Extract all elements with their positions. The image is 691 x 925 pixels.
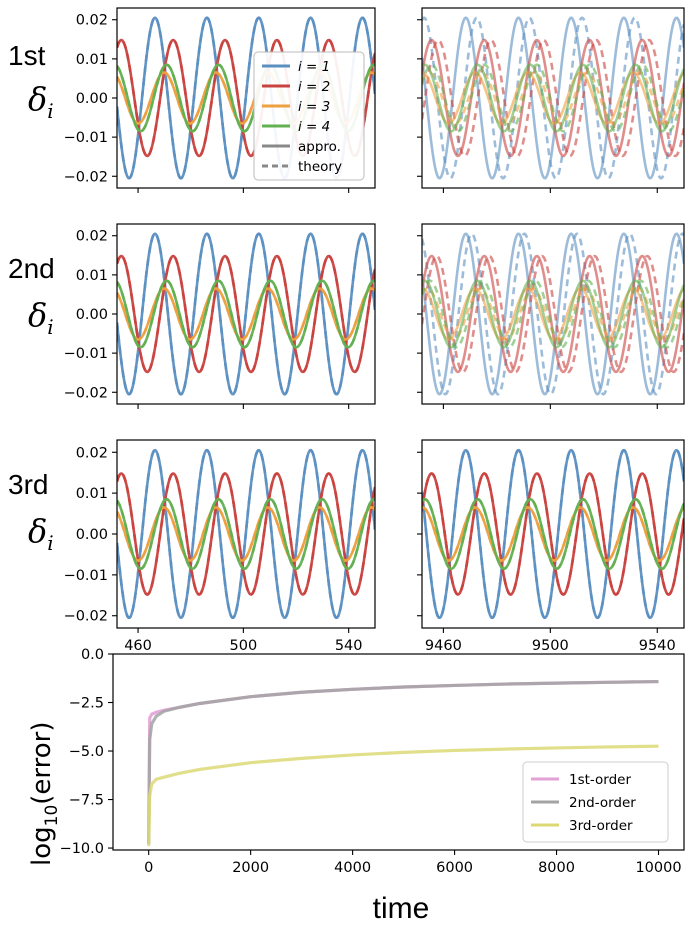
xtick-label: 9460 xyxy=(425,638,462,654)
row-label-3rd: 3rd xyxy=(8,469,48,500)
xtick-label: 500 xyxy=(230,638,258,654)
ytick-label: −0.01 xyxy=(64,346,108,362)
ytick-label: 0.02 xyxy=(76,13,108,29)
series-i-2-approx xyxy=(422,38,684,158)
panel-3rd-late: 9460 9500 9540 xyxy=(417,439,685,654)
panel-2nd-early: 0.02 0.01 0.00 −0.01 −0.02 xyxy=(64,223,376,409)
ytick-label: −0.01 xyxy=(64,130,108,146)
series-2nd-order xyxy=(147,679,659,845)
svg-text:δi: δi xyxy=(28,80,54,123)
ytick-label: −7.5 xyxy=(69,793,104,809)
legend-label-i-1: i = 1 xyxy=(298,59,330,75)
series-i-1-approx xyxy=(422,16,684,180)
delta-label-row3: δi xyxy=(28,512,54,555)
ytick-label: −10.0 xyxy=(60,841,104,857)
series-i-1-theory xyxy=(117,232,375,396)
xtick-label: 8000 xyxy=(538,860,575,876)
xlabel: time xyxy=(373,892,430,925)
delta-label-row2: δi xyxy=(28,296,54,339)
legend-label-3rd-order: 3rd-order xyxy=(569,818,633,834)
series-i-3-theory xyxy=(117,287,375,341)
panel-2nd-late xyxy=(417,223,685,409)
series-i-2-theory xyxy=(422,472,684,596)
legend-oscillation: i = 1 i = 2 i = 3 i = 4 appro. theory xyxy=(253,51,365,181)
legend-label-1st-order: 1st-order xyxy=(569,772,631,788)
xtick-label: 2000 xyxy=(232,860,269,876)
xtick-label: 540 xyxy=(335,638,363,654)
legend-error: 1st-order 2nd-order 3rd-order xyxy=(522,761,669,843)
ytick-label: 0.00 xyxy=(76,527,108,543)
svg-text:δi: δi xyxy=(28,296,54,339)
panel-error: 0.0 −2.5 −5.0 −7.5 −10.0 0 2000 4000 6000 8000 100… xyxy=(60,647,685,876)
series-i-4-theory xyxy=(422,279,684,349)
legend-label-i-4: i = 4 xyxy=(298,119,330,135)
panel-1st-late xyxy=(417,7,685,193)
series-i-3-theory xyxy=(422,506,684,562)
series-i-4-theory xyxy=(117,279,375,349)
legend-label-2nd-order: 2nd-order xyxy=(569,795,636,811)
series-i-3-approx xyxy=(422,287,684,341)
series-i-1-theory xyxy=(422,232,684,396)
ytick-label: 0.01 xyxy=(76,268,108,284)
ytick-label: 0.00 xyxy=(76,307,108,323)
svg-text:δi: δi xyxy=(28,512,54,555)
ytick-label: −0.01 xyxy=(64,568,108,584)
series-i-2-theory xyxy=(422,254,684,374)
error-ylabel: log10(error) xyxy=(27,721,62,866)
series-i-4-approx xyxy=(422,63,684,133)
row-label-1st: 1st xyxy=(8,40,46,71)
series-i-1-approx xyxy=(422,232,684,396)
ytick-label: 0.0 xyxy=(81,647,104,663)
legend-label-i-3: i = 3 xyxy=(298,99,330,115)
legend-label-i-2: i = 2 xyxy=(298,79,330,95)
xtick-label: 6000 xyxy=(436,860,473,876)
panel-3rd-early: 0.02 0.01 0.00 −0.01 −0.02 460 500 540 xyxy=(64,439,376,654)
xtick-label: 9540 xyxy=(639,638,676,654)
delta-label-row1: δi xyxy=(28,80,54,123)
ytick-label: −2.5 xyxy=(69,696,104,712)
xtick-label: 0 xyxy=(144,860,153,876)
xtick-label: 9500 xyxy=(532,638,569,654)
series-i-1-theory xyxy=(422,16,684,180)
ytick-label: −0.02 xyxy=(64,385,108,401)
axes-frame xyxy=(112,653,685,851)
legend-label-theory: theory xyxy=(298,159,342,175)
ytick-label: −0.02 xyxy=(64,169,108,185)
ytick-label: −5.0 xyxy=(69,744,104,760)
legend-label-appro: appro. xyxy=(298,139,341,155)
series-i-3-approx xyxy=(422,71,684,125)
series-i-4-theory xyxy=(117,497,375,571)
series-i-4-approx xyxy=(422,279,684,349)
series-3rd-order xyxy=(147,744,659,847)
series-i-2-theory xyxy=(117,254,375,374)
ytick-label: 0.00 xyxy=(76,91,108,107)
series-i-2-theory xyxy=(117,38,375,158)
ytick-label: 0.02 xyxy=(76,229,108,245)
series-i-2-theory xyxy=(117,472,375,596)
series-i-1-theory xyxy=(117,448,375,620)
ytick-label: 0.02 xyxy=(76,445,108,461)
series-i-4-theory xyxy=(422,63,684,133)
series-i-4-theory xyxy=(422,497,684,571)
ytick-label: −0.02 xyxy=(64,609,108,625)
xtick-label: 460 xyxy=(124,638,152,654)
ytick-label: 0.01 xyxy=(76,486,108,502)
xtick-label: 4000 xyxy=(334,860,371,876)
row-label-2nd: 2nd xyxy=(8,253,55,284)
series-i-1-theory xyxy=(422,448,684,620)
ytick-label: 0.01 xyxy=(76,52,108,68)
series-i-3-theory xyxy=(117,71,375,125)
xtick-label: 10000 xyxy=(635,860,681,876)
